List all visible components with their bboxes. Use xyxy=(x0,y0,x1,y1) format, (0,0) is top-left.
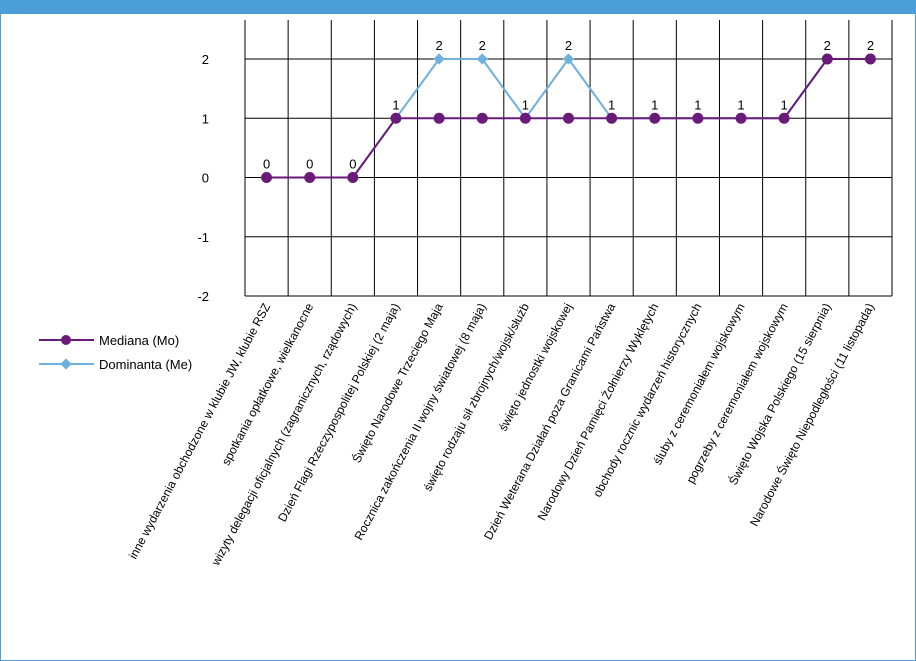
y-tick-label: -2 xyxy=(197,289,209,304)
grid xyxy=(244,20,893,297)
mediana-point xyxy=(261,172,273,183)
data-label: 1 xyxy=(392,97,399,112)
legend: Mediana (Mo) Dominanta (Me) xyxy=(39,333,192,372)
data-label: 1 xyxy=(651,97,658,112)
title-bar xyxy=(0,0,916,14)
mediana-point xyxy=(433,112,445,124)
mediana-point xyxy=(606,112,618,124)
data-label: 2 xyxy=(867,38,874,53)
data-labels: 0 0 0 1 2 2 1 2 1 1 1 1 1 2 2 xyxy=(263,38,874,172)
mediana-point xyxy=(563,112,574,124)
mediana-point xyxy=(821,53,833,65)
mediana-point xyxy=(519,112,531,124)
legend-mediana-label: Mediana (Mo) xyxy=(99,333,179,348)
legend-mediana-marker xyxy=(61,335,71,345)
series-layer xyxy=(260,53,877,184)
data-label: 1 xyxy=(781,97,788,112)
y-axis-ticks: 2 1 0 -1 -2 xyxy=(197,52,209,304)
mediana-point xyxy=(864,53,876,65)
mediana-point xyxy=(347,172,359,183)
data-label: 2 xyxy=(824,38,831,53)
data-label: 1 xyxy=(522,97,529,112)
mediana-point xyxy=(476,112,488,124)
data-label: 2 xyxy=(435,38,442,53)
data-label: 1 xyxy=(694,97,701,112)
y-tick-label: -1 xyxy=(197,230,209,245)
y-tick-label: 1 xyxy=(202,111,209,126)
mediana-point xyxy=(735,112,747,124)
category-label: śluby z ceremoniałem wojskowym xyxy=(650,301,747,467)
data-label: 0 xyxy=(306,157,313,172)
y-tick-label: 0 xyxy=(202,171,209,186)
dominanta-point xyxy=(562,53,575,65)
data-label: 1 xyxy=(608,97,615,112)
data-label: 1 xyxy=(737,97,744,112)
y-tick-label: 2 xyxy=(202,52,209,67)
mediana-point xyxy=(649,112,661,124)
category-label: Święto Narodowe Trzeciego Maja xyxy=(349,300,446,465)
mediana-point xyxy=(390,112,402,124)
mediana-point xyxy=(304,172,316,183)
data-label: 0 xyxy=(263,157,270,172)
data-label: 0 xyxy=(349,157,356,172)
legend-dominanta-marker xyxy=(60,358,72,370)
dominanta-point xyxy=(433,53,445,65)
dominanta-point xyxy=(476,53,488,65)
data-label: 2 xyxy=(479,38,486,53)
data-label: 2 xyxy=(565,38,572,53)
legend-dominanta-label: Dominanta (Me) xyxy=(99,357,192,372)
category-label: święto jednostki wojskowej xyxy=(496,301,575,434)
x-axis-categories: inne wydarzenia obchodzone w klubie JW, … xyxy=(126,300,877,568)
mediana-point xyxy=(692,112,704,124)
mediana-point xyxy=(778,112,790,124)
